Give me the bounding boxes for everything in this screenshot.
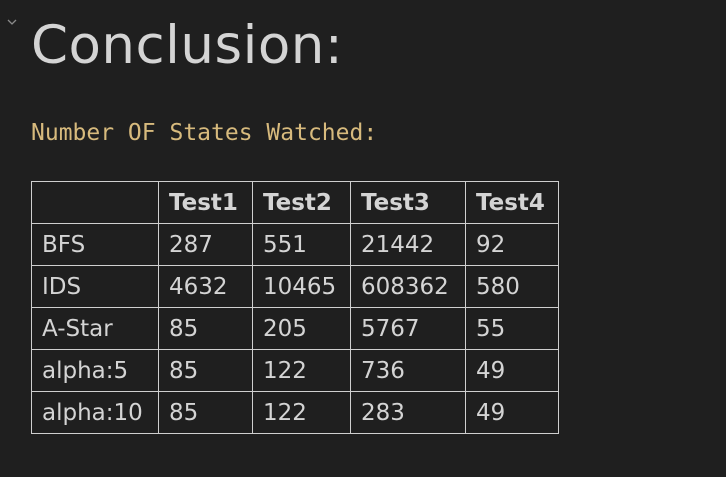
chevron-down-icon[interactable] [6, 16, 18, 28]
header-cell-test1: Test1 [158, 181, 253, 224]
table-cell: 5767 [350, 307, 466, 350]
header-cell-test2: Test2 [252, 181, 351, 224]
results-table: Test1 Test2 Test3 Test4 BFS 287 551 2144… [31, 181, 559, 434]
table-header-row: Test1 Test2 Test3 Test4 [31, 181, 559, 224]
table-cell: 205 [252, 307, 351, 350]
table-row: BFS 287 551 21442 92 [31, 223, 559, 266]
table-cell: 21442 [350, 223, 466, 266]
table-cell: 85 [158, 307, 253, 350]
table-cell: 4632 [158, 265, 253, 308]
table-cell: 10465 [252, 265, 351, 308]
table-cell: 283 [350, 391, 466, 434]
table-cell: 85 [158, 391, 253, 434]
table-row: alpha:5 85 122 736 49 [31, 349, 559, 392]
chevron-down-icon-glyph [7, 19, 17, 25]
table-cell: 92 [465, 223, 559, 266]
table-row: IDS 4632 10465 608362 580 [31, 265, 559, 308]
table-cell: 736 [350, 349, 466, 392]
section-subheading: Number OF States Watched: [31, 120, 378, 146]
table-row: alpha:10 85 122 283 49 [31, 391, 559, 434]
table-cell: 122 [252, 349, 351, 392]
table-cell: 49 [465, 391, 559, 434]
table-cell: 49 [465, 349, 559, 392]
table-cell: 551 [252, 223, 351, 266]
row-label: alpha:10 [31, 391, 159, 434]
page-heading: Conclusion: [31, 15, 344, 76]
row-label: alpha:5 [31, 349, 159, 392]
header-cell-test4: Test4 [465, 181, 559, 224]
table-cell: 55 [465, 307, 559, 350]
header-cell-test3: Test3 [350, 181, 466, 224]
row-label: BFS [31, 223, 159, 266]
table-cell: 122 [252, 391, 351, 434]
row-label: A-Star [31, 307, 159, 350]
header-cell-corner [31, 181, 159, 224]
row-label: IDS [31, 265, 159, 308]
table-row: A-Star 85 205 5767 55 [31, 307, 559, 350]
table-cell: 85 [158, 349, 253, 392]
table-cell: 580 [465, 265, 559, 308]
table-cell: 287 [158, 223, 253, 266]
table-cell: 608362 [350, 265, 466, 308]
